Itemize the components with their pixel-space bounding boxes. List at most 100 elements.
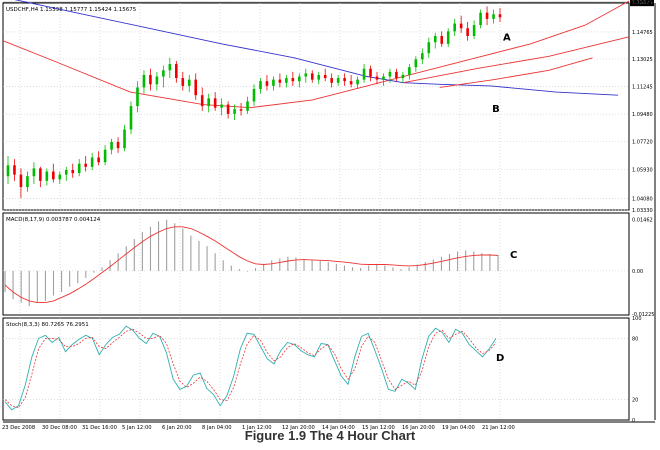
price-axis-tick: 1.05930 — [632, 168, 653, 174]
candle-body — [362, 68, 366, 80]
x-axis-label: 21 Jan 12:00 — [482, 425, 515, 431]
macd-signal-line — [4, 226, 499, 304]
candle-body — [71, 169, 75, 174]
macd-axis-tick: 0.00 — [632, 269, 643, 275]
candle-body — [285, 78, 288, 83]
stoch-signal-line — [4, 328, 497, 409]
stoch-axis-tick: 20 — [632, 398, 638, 404]
annotation-label: C — [510, 250, 517, 261]
candle-body — [90, 157, 94, 167]
candle-body — [175, 64, 178, 79]
candle-body — [52, 171, 55, 180]
price-axis-tick: 1.11245 — [632, 85, 653, 91]
candle-body — [388, 71, 392, 77]
candle-body — [272, 79, 275, 86]
price-axis-tick: 1.03330 — [632, 208, 653, 214]
x-axis-label: 12 Jan 20:00 — [282, 425, 315, 431]
x-axis-label: 30 Dec 08:00 — [42, 425, 77, 431]
candle-body — [278, 79, 282, 83]
moving-average-line — [439, 57, 593, 88]
candle-body — [440, 36, 444, 44]
candle-body — [136, 87, 139, 107]
macd-header: MACD(8,17,9) 0.003787 0.004124 — [6, 217, 101, 223]
candle-body — [39, 168, 42, 181]
candle-body — [142, 74, 146, 88]
candle-body — [408, 67, 411, 75]
candle-body — [116, 141, 120, 149]
candle-body — [252, 88, 256, 102]
macd-axis-tick: -0.01225 — [632, 312, 654, 318]
candle-body — [45, 171, 49, 181]
candle-body — [446, 31, 450, 44]
candle-body — [168, 64, 172, 71]
price-axis-tick: 1.16675 — [632, 0, 653, 6]
candle-body — [259, 81, 262, 89]
x-axis-label: 1 Jan 12:00 — [242, 425, 272, 431]
price-axis-tick: 1.04080 — [632, 196, 653, 202]
candle-body — [123, 129, 126, 149]
candle-body — [239, 109, 243, 111]
stochastic-panel: Stoch(8,3,3) 80.7265 76.2951 D — [4, 322, 504, 411]
annotation-label: B — [492, 104, 500, 115]
panel-frame-stoch — [2, 317, 630, 421]
panel-frame-macd — [2, 212, 630, 316]
candle-body — [498, 14, 502, 18]
x-axis-label: 14 Jan 04:00 — [322, 425, 355, 431]
candle-body — [459, 23, 463, 29]
candle-body — [453, 23, 456, 32]
macd-panel: MACD(8,17,9) 0.003787 0.004124 C — [4, 217, 517, 307]
candle-body — [64, 169, 68, 175]
current-price-box — [630, 0, 654, 7]
stoch-main-line — [4, 325, 497, 411]
stoch-axis-tick: 0 — [632, 418, 635, 424]
axis-labels: 23 Dec 2008 30 Dec 08:00 31 Dec 16:00 5 Jan… — [2, 0, 654, 431]
candle-body — [492, 14, 495, 19]
candle-body — [155, 76, 159, 85]
candle-body — [401, 74, 405, 79]
gridlines — [3, 1, 629, 420]
stoch-axis-tick: 80 — [632, 336, 638, 342]
x-axis-label: 16 Jan 20:00 — [402, 425, 435, 431]
candle-body — [369, 68, 372, 77]
candle-body — [26, 176, 29, 188]
candle-body — [472, 25, 476, 37]
candle-body — [291, 78, 295, 82]
stoch-axis-tick: 100 — [632, 316, 642, 322]
candle-body — [310, 73, 314, 80]
candle-body — [265, 81, 269, 86]
candle-body — [382, 76, 385, 80]
candle-body — [317, 74, 321, 80]
candle-body — [32, 168, 36, 177]
candle-body — [330, 78, 333, 83]
candle-body — [433, 36, 437, 43]
candle-body — [220, 104, 223, 108]
x-axis-label: 8 Jan 04:00 — [202, 425, 232, 431]
candle-body — [246, 101, 249, 111]
macd-axis-tick: 0.01462 — [632, 217, 653, 223]
candle-body — [226, 104, 230, 114]
candle-body — [162, 70, 165, 77]
candle-body — [13, 165, 16, 175]
candle-body — [336, 78, 340, 83]
x-axis-label: 15 Jan 12:00 — [362, 425, 395, 431]
candle-body — [97, 157, 100, 163]
candle-body — [349, 81, 353, 85]
moving-average-line — [403, 36, 630, 84]
candle-body — [479, 12, 482, 26]
candle-body — [298, 76, 301, 82]
candle-body — [485, 12, 489, 19]
candle-body — [421, 53, 424, 60]
candle-body — [213, 98, 217, 108]
panel-frames — [2, 2, 656, 423]
candle-body — [304, 73, 308, 77]
candle-body — [200, 95, 204, 107]
candle-body — [103, 149, 107, 163]
candle-body — [110, 141, 113, 150]
candle-body — [6, 165, 10, 177]
candle-body — [58, 174, 62, 180]
candle-body — [414, 59, 418, 68]
price-axis-tick: 1.13025 — [632, 57, 653, 63]
moving-average-line — [14, 0, 619, 96]
candle-body — [323, 74, 327, 79]
